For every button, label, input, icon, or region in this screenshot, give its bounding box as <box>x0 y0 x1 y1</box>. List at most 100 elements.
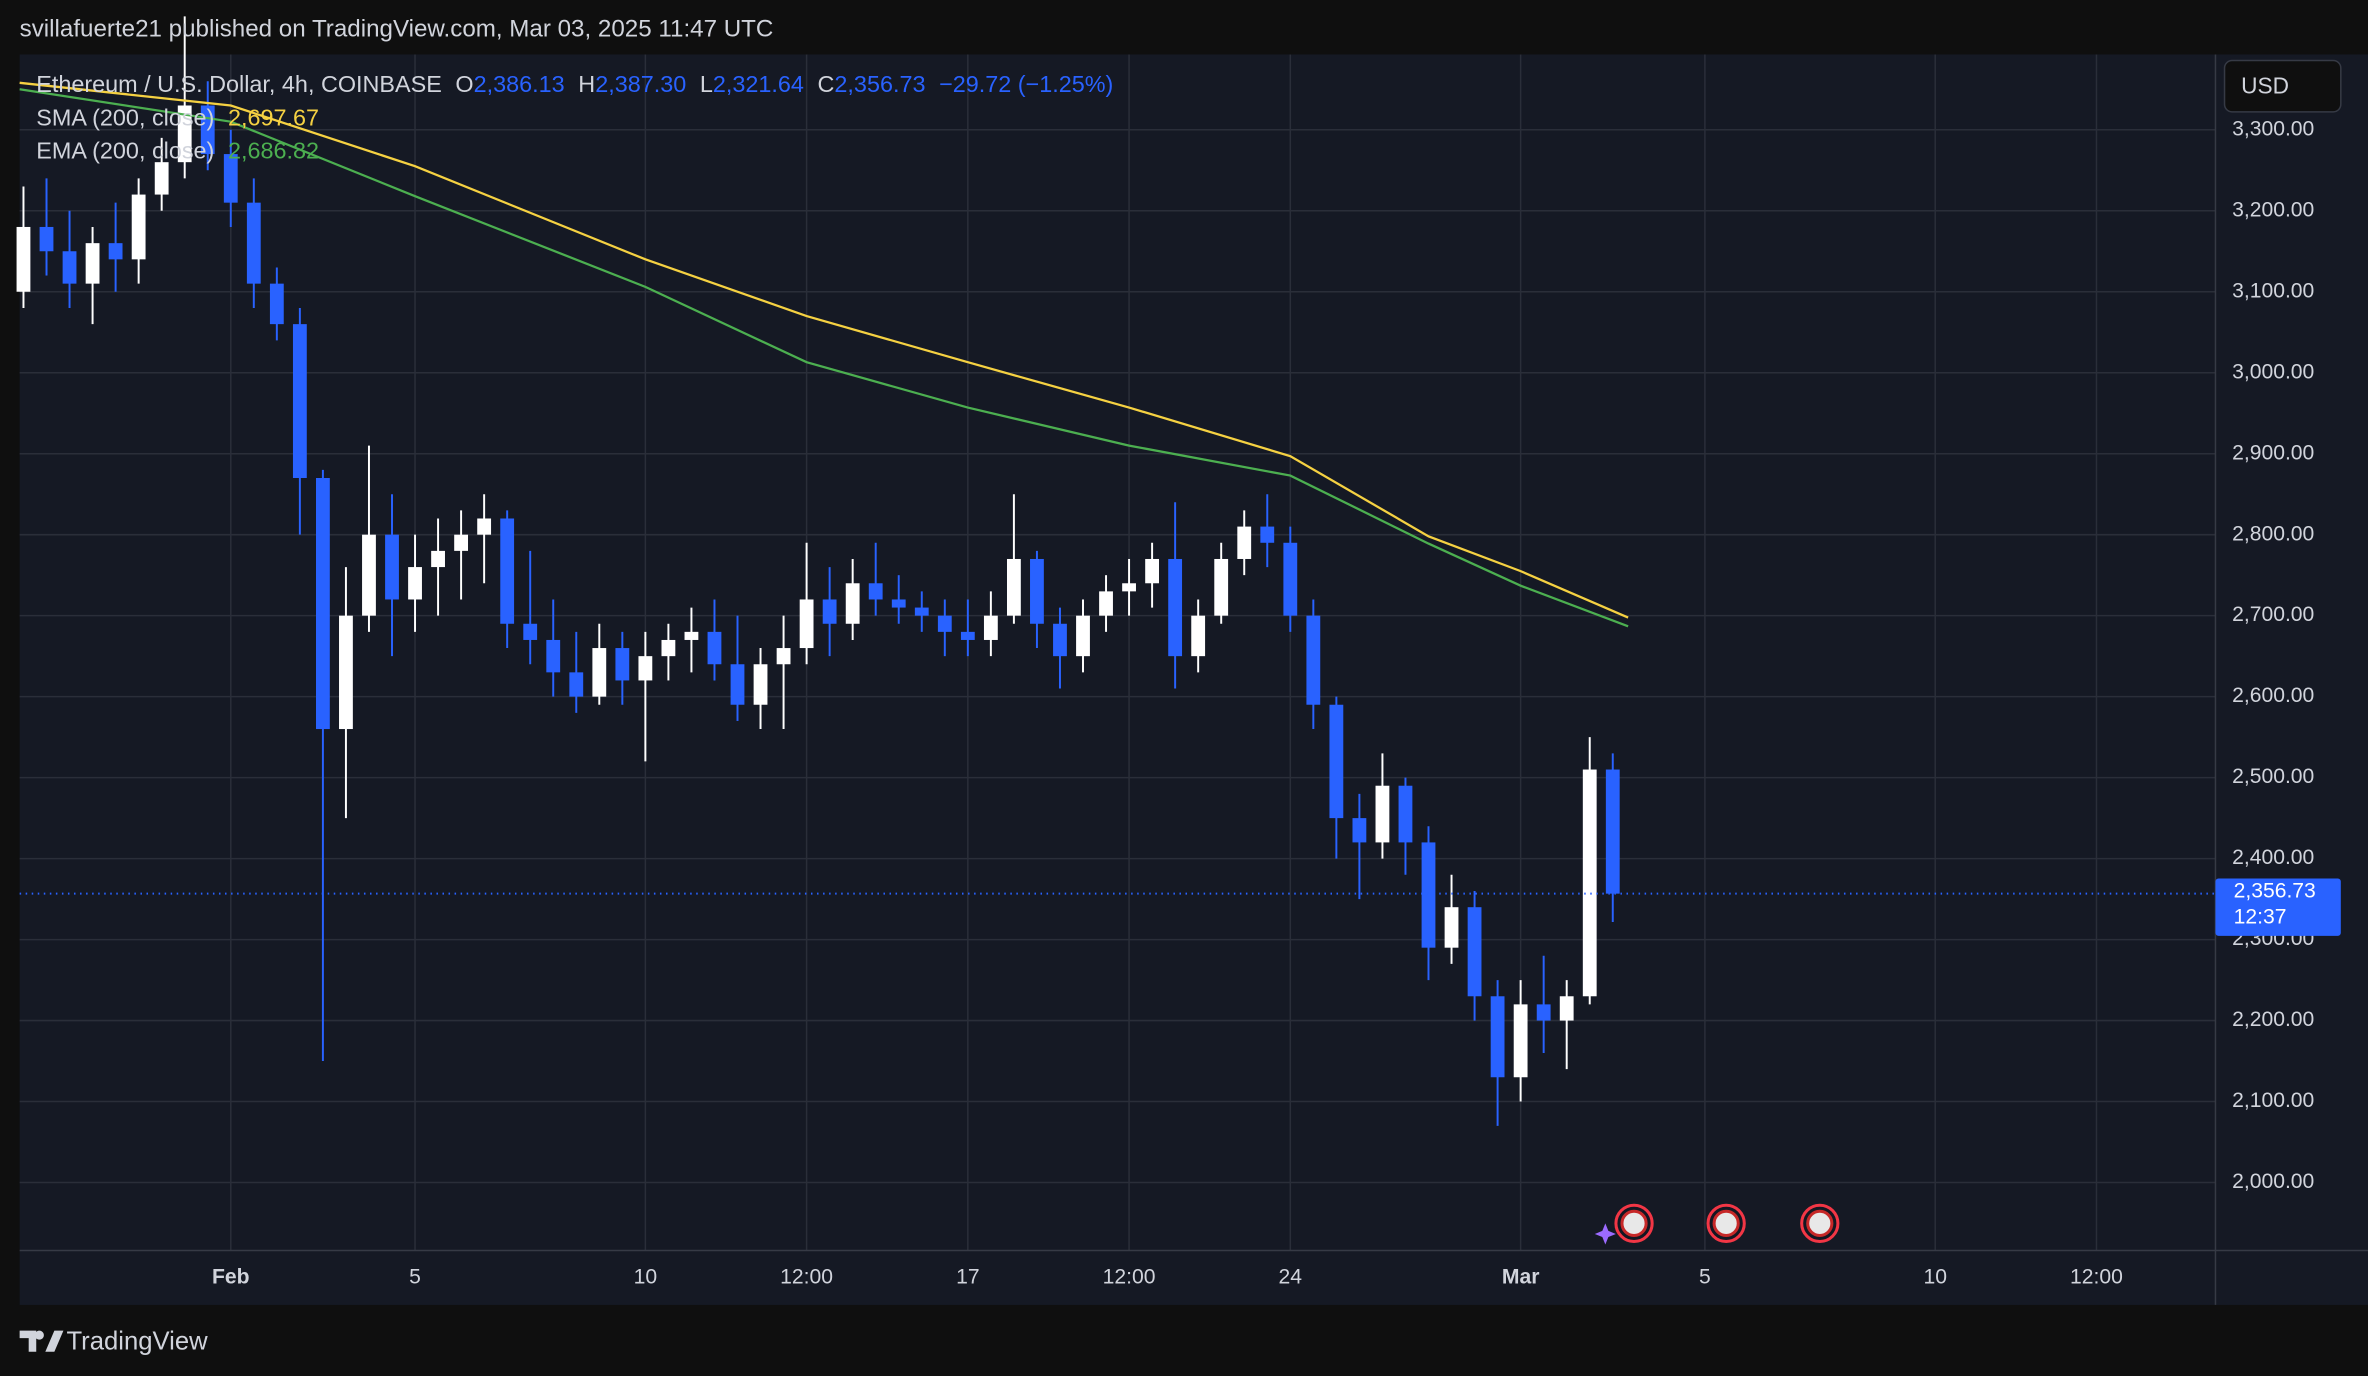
ohlc-key: C <box>818 71 835 97</box>
currency-button[interactable] <box>2223 59 2342 113</box>
y-tick-label: 3,100.00 <box>2232 279 2314 302</box>
candle-body <box>154 162 169 195</box>
candle-body <box>1283 542 1298 616</box>
y-tick-label: 2,100.00 <box>2232 1089 2314 1112</box>
indicator-value: 2,686.82 <box>228 138 319 164</box>
symbol: Ethereum / U.S. Dollar, 4h, COINBASE <box>36 71 442 97</box>
moving-average-line <box>19 88 1629 628</box>
candle-body <box>1260 526 1275 543</box>
x-tick-label: 17 <box>956 1265 980 1288</box>
candle-body <box>1076 615 1090 657</box>
candle-body <box>1513 1004 1528 1078</box>
x-tick-label: 10 <box>634 1265 658 1288</box>
candle-body <box>1536 1004 1551 1021</box>
candle-body <box>1421 842 1436 948</box>
candle-body <box>937 615 952 632</box>
candle-body <box>108 243 123 260</box>
ohlc-key: H <box>578 71 595 97</box>
y-tick-label: 3,000.00 <box>2232 360 2314 383</box>
flag <box>1712 1209 1740 1237</box>
candle-body <box>1306 615 1321 705</box>
candle-body <box>1605 769 1620 894</box>
candle-body <box>1352 818 1367 843</box>
candle-body <box>62 251 77 284</box>
event-icons <box>1594 1203 1840 1245</box>
candle-body <box>1398 785 1413 843</box>
candle-body <box>776 648 791 665</box>
candle-body <box>1444 907 1459 948</box>
candle-body <box>822 599 837 624</box>
sparkle-icon <box>1594 1223 1616 1245</box>
x-tick-label: 5 <box>409 1265 421 1288</box>
indicator-value: 2,697.67 <box>228 105 319 131</box>
candle-body <box>960 631 975 640</box>
indicator-name: SMA (200, close) <box>36 105 214 131</box>
candle-body <box>1006 558 1021 616</box>
candle-body <box>39 226 54 252</box>
x-tick-label: Feb <box>212 1265 250 1288</box>
legend-indicator: SMA (200, close) 2,697.67 <box>36 105 319 131</box>
candle-body <box>592 648 607 697</box>
x-tick-label: 12:00 <box>780 1265 833 1288</box>
indicator-name: EMA (200, close) <box>36 138 214 164</box>
y-tick-label: 2,400.00 <box>2232 846 2314 869</box>
brand: TradingView <box>66 1327 208 1355</box>
currency[interactable]: USD <box>2241 73 2289 99</box>
candle-body <box>1237 526 1252 559</box>
candle-body <box>569 672 584 697</box>
x-tick-label: 10 <box>1923 1265 1947 1288</box>
candle-body <box>477 518 492 535</box>
candle-body <box>1559 996 1574 1021</box>
change: −29.72 (−1.25%) <box>939 71 1113 97</box>
candle-body <box>431 550 445 568</box>
candle-body <box>546 639 561 673</box>
candle-body <box>868 583 883 600</box>
candle-body <box>1375 785 1390 843</box>
candle-body <box>408 567 422 600</box>
price-tag <box>2215 878 2341 936</box>
ohlc-value: 2,356.73 <box>834 71 925 97</box>
candle-body <box>799 599 814 649</box>
flag <box>1806 1209 1834 1237</box>
candle-body <box>707 631 722 665</box>
candle-body <box>1191 615 1206 657</box>
y-tick-label: 2,900.00 <box>2232 441 2314 464</box>
candle-body <box>292 324 307 478</box>
candle-body <box>1145 558 1160 584</box>
candle-body <box>891 599 906 608</box>
plot <box>16 16 1629 1126</box>
candle-body <box>615 648 630 681</box>
ohlc-value: 2,387.30 <box>595 71 686 97</box>
chart-panel <box>19 54 2368 1305</box>
moving-average-line <box>19 81 1629 619</box>
x-tick-label: 12:00 <box>2070 1265 2123 1288</box>
candle-body <box>1582 769 1597 997</box>
candle-body <box>223 154 238 203</box>
legend-symbol-row: Ethereum / U.S. Dollar, 4h, COINBASE O2,3… <box>36 71 1113 97</box>
candle-body <box>16 226 31 292</box>
candle-body <box>914 607 929 616</box>
price-tag-countdown: 12:37 <box>2234 905 2287 928</box>
y-tick-label: 3,200.00 <box>2232 198 2314 221</box>
candle-body <box>1099 591 1113 616</box>
candle-body <box>85 243 100 284</box>
x-tick-label: 12:00 <box>1103 1265 1156 1288</box>
x-tick-label: 5 <box>1699 1265 1711 1288</box>
publish-info: svillafuerte21 published on TradingView.… <box>20 16 774 43</box>
candle-body <box>246 202 261 284</box>
y-tick-label: 2,800.00 <box>2232 522 2314 545</box>
flag <box>1620 1209 1648 1237</box>
ohlc-key: O <box>455 71 473 97</box>
candle-body <box>362 534 376 616</box>
candle-body <box>1467 907 1482 997</box>
candle-body <box>1030 558 1044 624</box>
candle-body <box>1329 704 1344 819</box>
candle-body <box>177 105 192 163</box>
x-tick-label: Mar <box>1502 1265 1540 1288</box>
candle-body <box>684 631 699 640</box>
ohlc-value: 2,386.13 <box>474 71 565 97</box>
candle-body <box>730 664 745 705</box>
y-tick-label: 2,500.00 <box>2232 765 2314 788</box>
